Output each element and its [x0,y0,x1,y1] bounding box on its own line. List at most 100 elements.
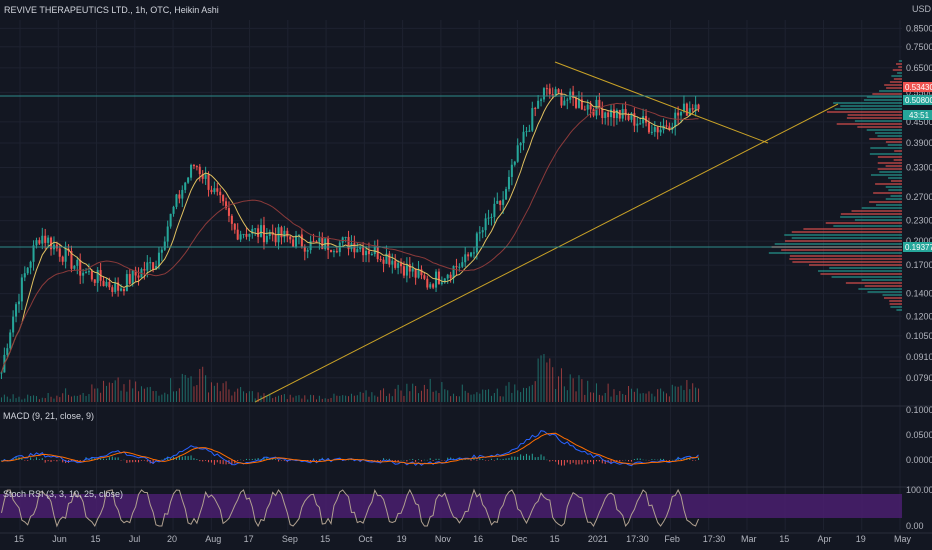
candle-body [350,243,353,250]
macd-histogram-bar [488,460,490,461]
volume-bar [339,395,341,402]
candle [207,171,210,197]
candle-body [443,278,446,283]
candle-body [166,226,169,242]
candle-body [0,372,3,374]
stoch-k-line [1,488,699,528]
candle-body [134,270,137,276]
volume-bar [30,396,32,402]
candles [0,83,700,380]
volume-bar [633,391,635,402]
volume-bar [240,387,242,402]
volume-bar [275,396,277,402]
candle-body [143,269,146,271]
candle [510,159,513,186]
volume-bar [21,399,23,402]
candle-body [239,234,242,240]
candle-body [537,100,540,109]
macd-histogram-bar [397,460,399,463]
candle-body [598,99,601,109]
volume-bar [520,392,522,402]
candle [633,107,636,133]
candle-body [111,287,114,292]
candle-body [12,316,15,333]
candle-body [650,131,653,133]
stoch-tick-label: 100.00 [906,485,932,495]
candle [12,310,15,337]
volume-profile-bar [845,282,902,284]
candle-body [575,98,578,108]
volume-bar [566,390,568,402]
candle-body [610,109,613,118]
candle-body [32,245,35,262]
price-tick-label: 0.079000 [906,373,932,383]
time-tick-label: 17 [244,534,254,544]
candle-body [335,251,338,253]
volume-bar [610,396,612,402]
macd-histogram-bar [543,456,545,460]
volume-bar [222,383,224,402]
macd-histogram-bar [482,458,484,460]
volume-bar [266,395,268,402]
candle-body [385,253,388,264]
volume-profile-bar [840,216,902,218]
candle-body [29,261,32,268]
candle [330,249,333,253]
volume-bar [97,388,99,402]
candle-body [499,200,502,205]
candle [149,257,152,271]
macd-histogram-bar [660,458,662,460]
macd-histogram-bar [97,458,99,460]
volume-bar [251,391,253,402]
macd-histogram-bar [132,460,134,463]
volume-bar [73,395,75,402]
volume-bar [318,395,320,402]
candle [347,230,350,256]
volume-profile-bar [818,270,902,272]
candle [525,127,528,137]
macd-histogram-bar [237,460,239,461]
candle [367,242,370,263]
macd-histogram-bar [689,458,691,460]
volume-profile-bar [882,294,902,296]
candle-body [647,122,650,133]
candle-body [370,254,373,256]
macd-histogram-bar [377,460,379,461]
candle-body [271,232,274,236]
macd-histogram-bar [490,458,492,460]
candle [423,271,426,281]
macd-histogram-bar [692,460,694,461]
volume-profile-bar [792,261,902,263]
candle [187,176,190,184]
candle [542,87,545,103]
volume-bar [665,393,667,402]
candle [350,235,353,252]
macd-histogram-bar [53,460,55,461]
candle [32,240,35,271]
candle [624,101,627,121]
countdown-tag: 43:51 [903,110,932,120]
volume-bar [525,388,527,402]
candle [694,96,697,117]
volume-bar [345,395,347,402]
macd-histogram-bar [511,456,513,460]
volume-bar [158,395,160,402]
macd-histogram-bar [47,460,49,462]
volume-bar [286,399,288,402]
candle-body [50,237,53,250]
candle-body [607,112,610,118]
candle-body [408,264,411,272]
candle [192,163,195,170]
volume-bar [350,393,352,402]
macd-histogram-bar [152,460,154,464]
candle-body [38,240,41,244]
candle [242,233,245,239]
candle-body [76,259,79,266]
volume-bar [435,390,437,402]
candle [128,268,131,285]
candle [61,255,64,266]
macd-histogram-bar [552,460,554,461]
candle-body [152,262,155,270]
